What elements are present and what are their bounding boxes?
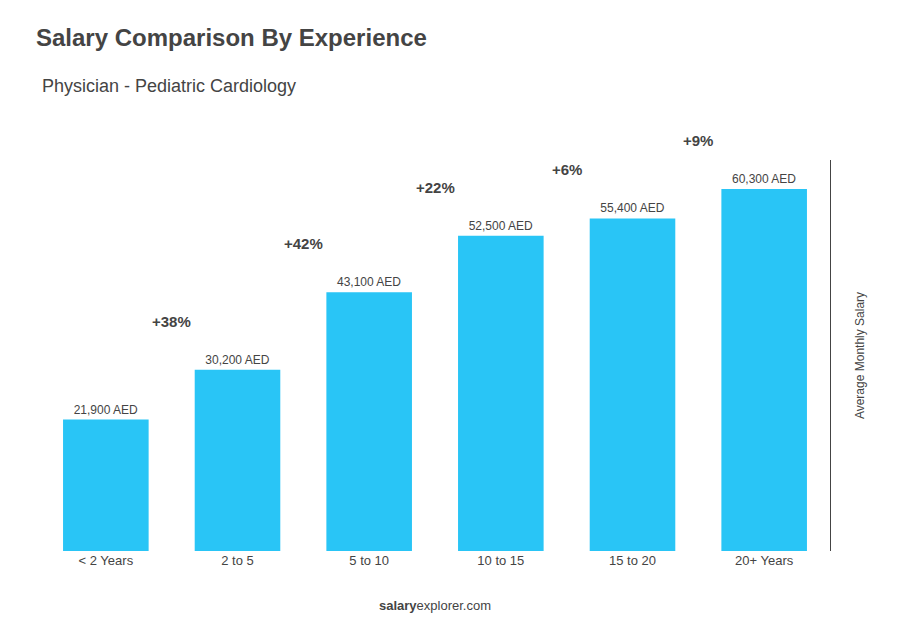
svg-text:52,500 AED: 52,500 AED [469,219,533,233]
svg-text:< 2 Years: < 2 Years [79,553,134,568]
svg-text:10 to 15: 10 to 15 [477,553,524,568]
svg-text:60,300 AED: 60,300 AED [732,172,796,186]
svg-text:15 to 20: 15 to 20 [609,553,656,568]
svg-text:+22%: +22% [416,179,455,196]
svg-text:30,200 AED: 30,200 AED [205,353,269,367]
svg-text:55,400 AED: 55,400 AED [600,201,664,215]
svg-text:21,900 AED: 21,900 AED [74,403,138,417]
svg-text:2 to 5: 2 to 5 [221,553,254,568]
svg-text:Salary Comparison By Experienc: Salary Comparison By Experience [36,24,427,51]
svg-text:+9%: +9% [683,132,713,149]
svg-text:43,100 AED: 43,100 AED [337,275,401,289]
svg-text:+38%: +38% [152,313,191,330]
svg-text:+6%: +6% [552,161,582,178]
svg-text:+42%: +42% [284,235,323,252]
svg-text:Physician - Pediatric Cardiolo: Physician - Pediatric Cardiology [42,76,296,96]
svg-text:salaryexplorer.com: salaryexplorer.com [379,598,491,613]
svg-text:5 to 10: 5 to 10 [349,553,389,568]
svg-text:Average Monthly Salary: Average Monthly Salary [853,292,867,419]
svg-text:20+ Years: 20+ Years [735,553,794,568]
